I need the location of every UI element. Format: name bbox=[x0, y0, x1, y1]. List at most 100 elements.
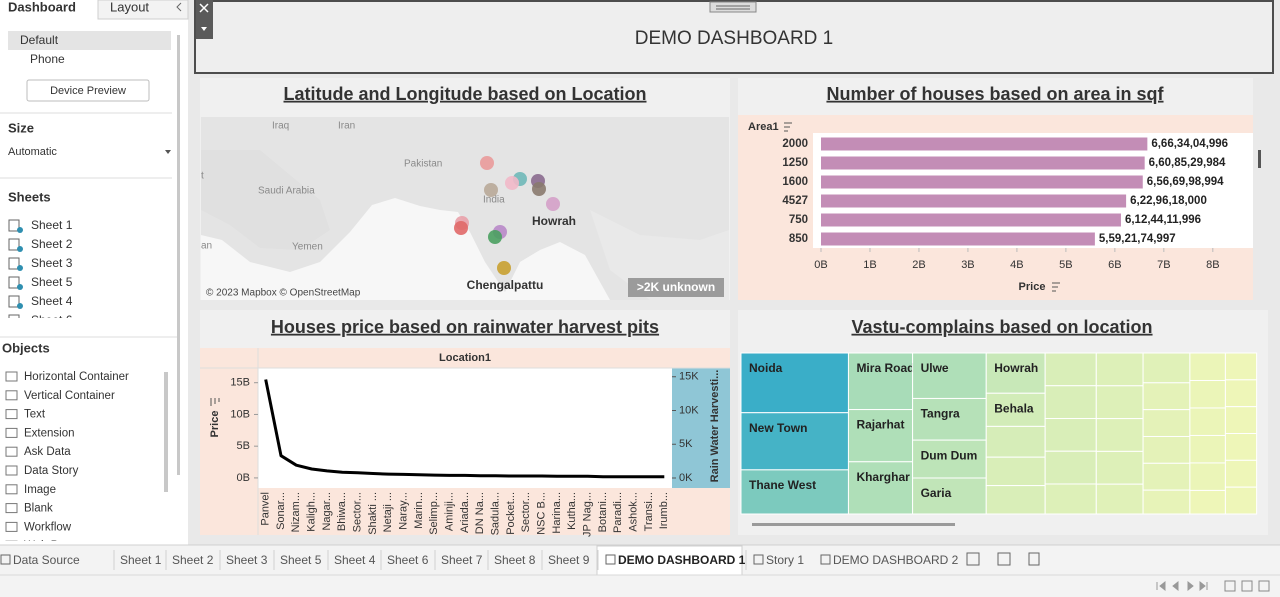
treemap-cell[interactable] bbox=[847, 461, 914, 515]
line-series[interactable] bbox=[264, 379, 665, 479]
treemap-cell[interactable] bbox=[1044, 450, 1097, 485]
sheet-tab[interactable]: Data Source bbox=[13, 553, 80, 567]
drag-handle[interactable] bbox=[709, 1, 757, 13]
treemap-cell[interactable] bbox=[1095, 450, 1144, 485]
treemap-cell[interactable] bbox=[1224, 352, 1258, 381]
treemap-cell[interactable] bbox=[1142, 462, 1191, 491]
map-point[interactable] bbox=[480, 156, 494, 170]
sidebar-tab[interactable]: Dashboard bbox=[8, 0, 76, 14]
sheet-tab[interactable]: Story 1 bbox=[766, 553, 804, 567]
sheet-item[interactable]: Sheet 4 bbox=[31, 294, 73, 308]
map-point[interactable] bbox=[532, 182, 546, 196]
map-point[interactable] bbox=[488, 230, 502, 244]
nav-arrows[interactable] bbox=[1156, 580, 1208, 592]
scrollbar[interactable] bbox=[164, 372, 168, 492]
treemap-cell[interactable] bbox=[1095, 418, 1144, 452]
object-item[interactable]: Text bbox=[24, 409, 46, 421]
device-selected[interactable] bbox=[8, 31, 171, 50]
treemap-cell[interactable] bbox=[1189, 434, 1226, 464]
tab-view-icon[interactable] bbox=[1258, 580, 1270, 592]
treemap-cell[interactable] bbox=[985, 456, 1046, 487]
treemap-cell[interactable] bbox=[1095, 385, 1144, 420]
treemap-cell[interactable] bbox=[740, 352, 849, 414]
treemap-cell[interactable] bbox=[1189, 407, 1226, 436]
menu-icon[interactable] bbox=[201, 27, 207, 31]
active-tab-box[interactable] bbox=[596, 545, 743, 576]
treemap-cell[interactable] bbox=[1142, 435, 1191, 464]
device-option[interactable]: Default bbox=[20, 33, 59, 47]
device-option[interactable]: Phone bbox=[30, 52, 65, 66]
treemap-cell[interactable] bbox=[912, 397, 987, 441]
treemap-cell[interactable] bbox=[1095, 352, 1144, 387]
new-dashboard-icon[interactable] bbox=[997, 552, 1011, 566]
sort-icon[interactable] bbox=[1052, 282, 1060, 292]
sort-icon[interactable] bbox=[210, 398, 220, 406]
bar[interactable] bbox=[821, 175, 1143, 189]
treemap-cell[interactable] bbox=[1044, 385, 1097, 419]
sheet-tab[interactable]: Sheet 1 bbox=[120, 553, 162, 567]
device-preview-button[interactable] bbox=[26, 79, 150, 102]
collapse-icon[interactable] bbox=[176, 2, 182, 12]
new-sheet-icon[interactable] bbox=[966, 552, 980, 566]
treemap-cell[interactable] bbox=[912, 477, 987, 515]
treemap-cell[interactable] bbox=[1044, 352, 1097, 387]
bar[interactable] bbox=[821, 213, 1121, 227]
map-point[interactable] bbox=[505, 176, 519, 190]
treemap-cell[interactable] bbox=[740, 469, 849, 515]
close-icon[interactable] bbox=[199, 3, 209, 13]
sort-icon[interactable] bbox=[784, 122, 792, 132]
bar[interactable] bbox=[821, 137, 1148, 151]
sheet-tab[interactable]: Sheet 3 bbox=[226, 553, 268, 567]
treemap-cell[interactable] bbox=[1044, 417, 1097, 452]
unknown-badge[interactable] bbox=[628, 278, 724, 297]
sheet-tab[interactable]: Sheet 2 bbox=[172, 553, 214, 567]
container-controls[interactable] bbox=[196, 0, 213, 39]
object-item[interactable]: Extension bbox=[24, 427, 75, 439]
object-item[interactable]: Data Story bbox=[24, 465, 79, 477]
treemap-cell[interactable] bbox=[1189, 352, 1226, 381]
sheet-tab[interactable]: Sheet 7 bbox=[441, 553, 483, 567]
sheet-item[interactable]: Sheet 6 bbox=[31, 313, 73, 327]
treemap-cell[interactable] bbox=[1224, 486, 1258, 515]
treemap-cell[interactable] bbox=[1142, 409, 1191, 437]
object-item[interactable]: Blank bbox=[24, 503, 53, 515]
treemap-cell[interactable] bbox=[1224, 433, 1258, 461]
sheet-tab[interactable]: DEMO DASHBOARD 2 bbox=[833, 553, 959, 567]
treemap-cell[interactable] bbox=[1189, 489, 1226, 515]
object-item[interactable]: Horizontal Container bbox=[24, 371, 129, 383]
treemap-cell[interactable] bbox=[985, 392, 1046, 427]
treemap-cell[interactable] bbox=[1189, 379, 1226, 409]
film-view-icon[interactable] bbox=[1241, 580, 1253, 592]
layout-tab[interactable] bbox=[97, 0, 189, 20]
sheet-tab[interactable]: Sheet 5 bbox=[280, 553, 322, 567]
treemap-cell[interactable] bbox=[1189, 462, 1226, 491]
treemap-cell[interactable] bbox=[1224, 379, 1258, 408]
treemap-cell[interactable] bbox=[1224, 406, 1258, 434]
treemap-cell[interactable] bbox=[847, 352, 914, 411]
treemap-cell[interactable] bbox=[740, 412, 849, 471]
bar[interactable] bbox=[821, 156, 1145, 170]
object-item[interactable]: Workflow bbox=[24, 521, 72, 533]
map-point[interactable] bbox=[484, 183, 498, 197]
bar[interactable] bbox=[821, 232, 1095, 246]
dropdown-caret[interactable] bbox=[165, 150, 171, 154]
treemap-cell[interactable] bbox=[985, 485, 1046, 515]
sheet-tab[interactable]: Sheet 9 bbox=[548, 553, 590, 567]
scrollbar[interactable] bbox=[1258, 150, 1261, 168]
object-item[interactable]: Image bbox=[24, 484, 56, 496]
treemap-cell[interactable] bbox=[1142, 352, 1191, 384]
object-item[interactable]: Ask Data bbox=[24, 446, 71, 458]
sheet-tab[interactable]: Sheet 8 bbox=[494, 553, 536, 567]
treemap-cell[interactable] bbox=[1142, 382, 1191, 411]
treemap-cell[interactable] bbox=[1044, 483, 1097, 515]
bar[interactable] bbox=[821, 194, 1127, 208]
sheet-item[interactable]: Sheet 2 bbox=[31, 237, 73, 251]
treemap-cell[interactable] bbox=[985, 425, 1046, 458]
size-value[interactable]: Automatic bbox=[8, 146, 57, 158]
treemap-cell[interactable] bbox=[1095, 483, 1144, 515]
treemap-cell[interactable] bbox=[985, 352, 1046, 394]
treemap-cell[interactable] bbox=[847, 409, 914, 463]
grid-view-icon[interactable] bbox=[1224, 580, 1236, 592]
map-point[interactable] bbox=[454, 221, 468, 235]
sheet-item[interactable]: Sheet 5 bbox=[31, 275, 73, 289]
